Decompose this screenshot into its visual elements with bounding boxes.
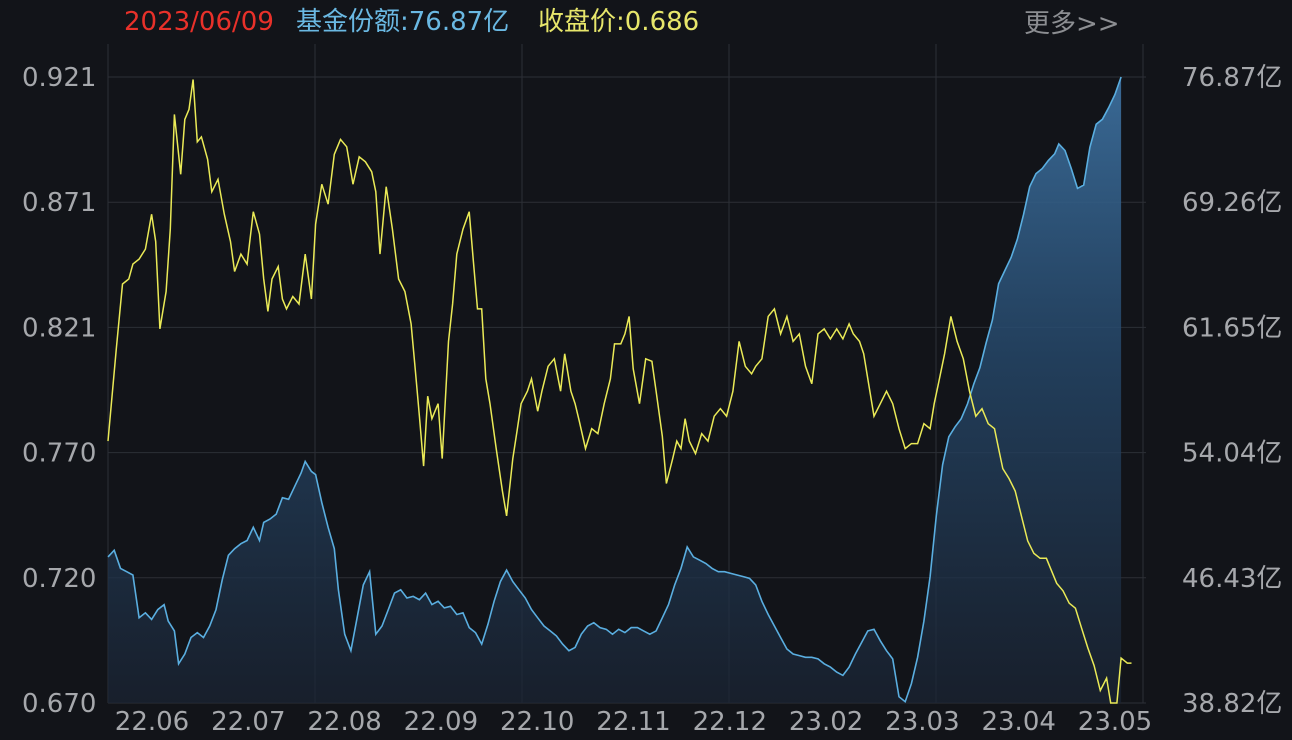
y-left-tick-label: 0.720 <box>22 564 96 594</box>
price-line-layer <box>107 79 1132 704</box>
x-tick-label: 22.11 <box>596 707 670 737</box>
y-right-tick-label: 61.65亿 <box>1182 313 1282 343</box>
header-fund-share: 基金份额:76.87亿 <box>296 7 509 37</box>
x-tick-label: 22.08 <box>307 707 381 737</box>
share-series-line <box>107 76 1122 704</box>
x-tick-label: 22.07 <box>211 707 285 737</box>
more-link[interactable]: 更多>> <box>1024 9 1120 39</box>
x-tick-label: 22.09 <box>404 707 478 737</box>
y-right-tick-label: 76.87亿 <box>1182 63 1282 93</box>
x-tick-label: 23.04 <box>981 707 1055 737</box>
x-tick-label: 23.05 <box>1078 707 1152 737</box>
x-tick-label: 23.03 <box>885 707 959 737</box>
right-axis-labels: 76.87亿 69.26亿 61.65亿 54.04亿 46.43亿 38.82亿 <box>1182 63 1282 719</box>
price-series-line <box>107 79 1132 704</box>
y-left-tick-label: 0.670 <box>22 689 96 719</box>
y-left-tick-label: 0.871 <box>22 188 96 218</box>
y-left-tick-label: 0.821 <box>22 313 96 343</box>
x-tick-label: 22.06 <box>115 707 189 737</box>
y-right-tick-label: 38.82亿 <box>1182 689 1282 719</box>
y-left-tick-label: 0.921 <box>22 63 96 93</box>
y-right-tick-label: 69.26亿 <box>1182 188 1282 218</box>
x-axis-labels: 22.06 22.07 22.08 22.09 22.10 22.11 22.12 23.02… <box>115 707 1152 737</box>
y-right-tick-label: 54.04亿 <box>1182 439 1282 469</box>
y-left-tick-label: 0.770 <box>22 439 96 469</box>
x-tick-label: 22.12 <box>693 707 767 737</box>
x-tick-label: 22.10 <box>500 707 574 737</box>
header-close-price: 收盘价:0.686 <box>538 7 699 37</box>
share-area-layer <box>107 76 1122 704</box>
left-axis-labels: 0.921 0.871 0.821 0.770 0.720 0.670 <box>22 63 96 719</box>
header-date: 2023/06/09 <box>124 7 274 37</box>
share-area-fill <box>108 77 1122 703</box>
x-tick-label: 23.02 <box>789 707 863 737</box>
y-right-tick-label: 46.43亿 <box>1182 564 1282 594</box>
